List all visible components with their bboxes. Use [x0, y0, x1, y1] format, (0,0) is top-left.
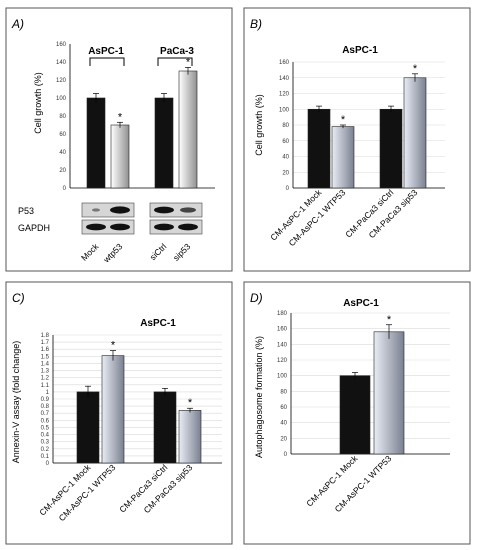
panel-c-frame	[5, 281, 233, 545]
panel-a-bar	[178, 70, 198, 189]
panel-d-ytick-label: 0	[284, 452, 288, 458]
panel-a-western-blot	[81, 202, 203, 235]
panel-d-category-label: CM-AsPC-1 WTP53	[333, 453, 394, 514]
panel-d-ytick-label: 160	[277, 327, 288, 333]
panel-c-title: AsPC-1	[140, 318, 176, 329]
panel-a-bar	[86, 97, 106, 189]
panel-b-ylabel: Cell growth (%)	[254, 94, 264, 156]
panel-a-blot-label-gapdh: GAPDH	[18, 223, 50, 233]
panel-d-significance-star: *	[387, 314, 392, 326]
panel-b-bar	[331, 126, 355, 189]
panel-c-ylabel: Annexin-V assay (fold change)	[11, 341, 21, 464]
panel-b-ytick-label: 100	[279, 107, 290, 113]
panel-a-ytick-label: 40	[59, 150, 66, 156]
panel-c-significance-star: *	[188, 397, 193, 409]
panel-b-significance-star: *	[341, 114, 346, 126]
panel-a-ytick-label: 100	[56, 96, 67, 102]
panel-c-ytick-label: 0.1	[41, 454, 50, 460]
panel-d-frame	[243, 281, 471, 545]
panel-c-ytick-label: 1.7	[41, 340, 50, 346]
panel-a-blot-label-p53: P53	[18, 206, 34, 216]
panel-a-group-label-2: PaCa-3	[160, 46, 194, 57]
panel-d-label: D)	[250, 291, 263, 305]
panel-d-ylabel: Autophagosome formation (%)	[254, 336, 264, 458]
panel-b-bar	[403, 77, 427, 189]
panel-a-ytick-label: 160	[56, 42, 67, 48]
panel-d-ytick-label: 180	[277, 311, 288, 317]
panel-c-ytick-label: 1.8	[41, 333, 50, 339]
panel-b-ytick-label: 20	[282, 170, 289, 176]
panel-a-category-label: sip53	[171, 241, 193, 263]
panel-b-ytick-label: 40	[282, 155, 289, 161]
panel-c-significance-star: *	[111, 340, 116, 352]
panel-c-bar	[153, 391, 177, 464]
panel-a-group-label-1: AsPC-1	[88, 46, 124, 57]
panel-b-bar	[379, 108, 403, 189]
panel-a-ytick-label: 140	[56, 60, 67, 66]
panel-c-ytick-label: 1.4	[41, 361, 50, 367]
panel-d-ytick-label: 20	[280, 436, 287, 442]
panel-a-category-label: siCtrl	[148, 241, 169, 262]
panel-c-ytick-label: 0.9	[41, 397, 50, 403]
panel-a-ytick-label: 80	[59, 114, 66, 120]
panel-a-bar	[154, 97, 174, 189]
panel-c-label: C)	[12, 291, 25, 305]
panel-a-ytick-label: 0	[63, 186, 67, 192]
panel-a-label: A)	[11, 17, 24, 31]
panel-c-ytick-label: 1.6	[41, 347, 50, 353]
panel-a-significance-star: *	[186, 56, 191, 68]
panel-a-bracket-2	[157, 57, 193, 66]
panel-a-ylabel: Cell growth (%)	[33, 72, 43, 134]
panel-d-ytick-label: 140	[277, 342, 288, 348]
panel-c-plot: 00.10.20.30.4 0.50.60.70.80.911.11.21.3 1.…	[37, 333, 222, 523]
panel-d-bar	[339, 375, 371, 455]
panel-c-ytick-label: 0.3	[41, 440, 50, 446]
panel-d-title: AsPC-1	[343, 298, 379, 309]
panel-b-label: B)	[250, 17, 262, 31]
panel-a-bracket-1	[89, 57, 125, 66]
panel-a-category-label: Mock	[79, 241, 101, 263]
panel-c-ytick-label: 0.8	[41, 404, 50, 410]
panel-c-ytick-label: 1.1	[41, 383, 50, 389]
panel-c-ytick-label: 1.2	[41, 376, 50, 382]
panel-c-bar	[178, 410, 202, 464]
panel-d-ytick-label: 80	[280, 389, 287, 395]
panel-a-category-label: wtp53	[101, 241, 125, 265]
panel-d-bar	[373, 331, 405, 455]
panel-a-significance-star: *	[118, 111, 123, 123]
panel-c-ytick-label: 0.5	[41, 425, 50, 431]
panel-a-ytick-label: 20	[59, 168, 66, 174]
panel-d-ytick-label: 120	[277, 358, 288, 364]
panel-b-frame	[243, 7, 471, 272]
panel-d-ytick-label: 40	[280, 421, 287, 427]
panel-b-title: AsPC-1	[342, 45, 378, 56]
panel-d-ytick-label: 100	[277, 374, 288, 380]
panel-c-ytick-label: 0.6	[41, 418, 50, 424]
panel-b-ytick-label: 80	[282, 123, 289, 129]
panel-c-ytick-label: 0	[46, 461, 50, 467]
panel-b-ytick-label: 0	[286, 186, 290, 192]
panel-c-ytick-label: 1	[46, 390, 50, 396]
panel-b-ytick-label: 120	[279, 92, 290, 98]
panel-c-ytick-label: 0.4	[41, 433, 50, 439]
panel-d-ytick-label: 60	[280, 405, 287, 411]
panel-a-frame	[5, 7, 233, 272]
panel-c-ytick-label: 1.3	[41, 369, 50, 375]
panel-a-ytick-label: 60	[59, 132, 66, 138]
panel-b-ytick-label: 160	[279, 60, 290, 66]
panel-b-ytick-label: 140	[279, 76, 290, 82]
panel-b-bar	[307, 108, 331, 189]
panel-b-significance-star: *	[413, 63, 418, 75]
panel-c-ytick-label: 0.2	[41, 447, 50, 453]
panel-c-ytick-label: 0.7	[41, 411, 50, 417]
panel-c-ytick-label: 1.5	[41, 354, 50, 360]
panel-b-ytick-label: 60	[282, 139, 289, 145]
panel-c-bar	[101, 355, 125, 464]
panel-c-bar	[76, 391, 100, 464]
panel-a-ytick-label: 120	[56, 78, 67, 84]
panel-a-bar	[110, 124, 130, 189]
